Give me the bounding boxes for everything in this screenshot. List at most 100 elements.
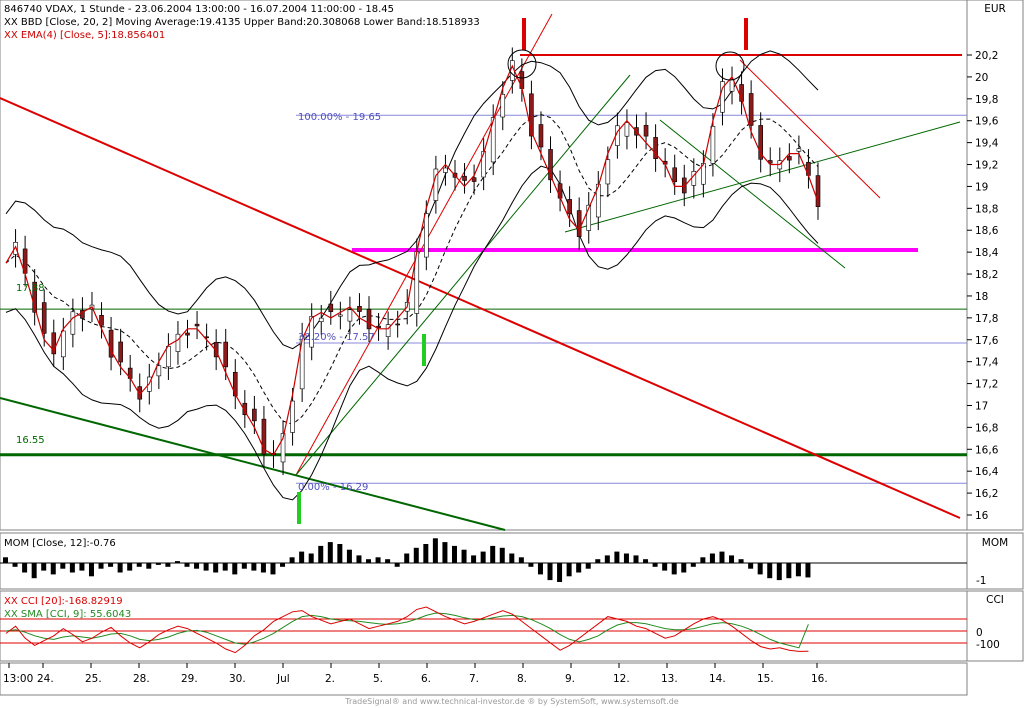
candle-body — [815, 175, 821, 207]
x-tick-label: 12. — [613, 673, 630, 685]
candle-body — [500, 93, 506, 118]
momentum-bar — [537, 563, 543, 575]
momentum-bar — [757, 563, 763, 575]
candle-body — [108, 329, 114, 358]
y-tick-label: 16,6 — [975, 444, 999, 456]
candle-body — [758, 125, 763, 160]
x-tick-label: 9. — [565, 673, 575, 685]
candle-body — [710, 126, 716, 164]
momentum-bar — [318, 545, 324, 563]
ema-legend: XX EMA(4) [Close, 5]:18.856401 — [4, 30, 165, 41]
candle-body — [681, 177, 687, 194]
cci-sma-legend: XX SMA [CCI, 9]: 55.6043 — [4, 609, 131, 620]
momentum-bar — [518, 557, 524, 563]
momentum-bar — [22, 563, 28, 573]
candle-body — [232, 371, 238, 397]
candle-body — [748, 93, 754, 126]
y-tick-label: 19,4 — [975, 138, 999, 150]
down-trendline-red — [0, 97, 961, 519]
momentum-bar — [413, 547, 419, 563]
candle-body — [443, 167, 448, 173]
momentum-bar — [719, 551, 725, 563]
momentum-bar — [499, 547, 505, 563]
fib-38-label: 38.20% - 17.57 — [298, 332, 375, 343]
candle-body — [51, 332, 57, 355]
momentum-bar — [566, 563, 572, 577]
candle-body — [242, 402, 248, 416]
candle-body — [376, 325, 381, 329]
momentum-bar — [671, 563, 677, 575]
candle-body — [261, 418, 267, 455]
y-tick-label: 17,2 — [975, 379, 998, 391]
momentum-bar — [327, 542, 333, 563]
momentum-bar — [136, 563, 142, 567]
x-tick-label: 6. — [421, 673, 431, 685]
x-tick-label: 28. — [133, 673, 150, 685]
up-channel-green — [295, 74, 631, 476]
momentum-bar — [709, 553, 715, 563]
candle-body — [194, 323, 200, 327]
momentum-axis-title: MOM — [982, 537, 1008, 549]
momentum-bar — [270, 563, 276, 575]
candle-body — [252, 408, 257, 422]
candle-body — [653, 137, 658, 159]
momentum-bar — [337, 544, 343, 563]
candle-body — [787, 156, 792, 161]
candle-body — [185, 332, 190, 336]
momentum-bar — [146, 563, 152, 569]
momentum-bar — [662, 563, 668, 571]
momentum-bar — [442, 542, 448, 563]
x-tick-label: 24. — [37, 673, 54, 685]
x-tick-label: 7. — [469, 673, 479, 685]
momentum-bar — [690, 563, 696, 567]
momentum-bar — [748, 563, 754, 569]
momentum-bar — [385, 559, 391, 563]
momentum-bar — [738, 559, 744, 563]
momentum-bar — [509, 553, 515, 563]
momentum-bar — [394, 563, 400, 567]
momentum-axis-panel — [966, 532, 1024, 590]
momentum-bar — [203, 563, 209, 571]
momentum-bar — [604, 555, 610, 563]
y-tick-label: 18,2 — [975, 269, 998, 281]
momentum-bar — [289, 557, 295, 563]
x-tick-label: 25. — [85, 673, 102, 685]
cci-sma-line — [5, 612, 809, 649]
momentum-bar — [681, 563, 687, 573]
momentum-bar — [251, 563, 257, 571]
y-tick-label: 19,8 — [975, 94, 998, 106]
candle-body — [175, 333, 181, 352]
y-tick-label: 16,8 — [975, 422, 998, 434]
momentum-bar — [451, 545, 457, 563]
candle-body — [99, 315, 104, 326]
momentum-bar — [652, 563, 658, 567]
cci-tick-minus100: -100 — [976, 639, 1000, 651]
momentum-bar — [404, 553, 410, 563]
momentum-bar — [12, 563, 18, 567]
candle-body — [643, 125, 649, 137]
y-tick-label: 19,2 — [975, 160, 998, 172]
candle-body — [290, 400, 295, 433]
y-tick-label: 20 — [975, 72, 988, 84]
candle-body — [385, 324, 391, 337]
momentum-bar — [423, 544, 429, 563]
momentum-bar — [614, 551, 620, 563]
candle-body — [605, 159, 611, 185]
candle-body — [624, 122, 630, 137]
x-tick-label: 13:00 — [3, 673, 33, 685]
x-tick-label: 16. — [811, 673, 828, 685]
y-tick-label: 19 — [975, 181, 988, 193]
momentum-bar — [174, 561, 180, 563]
momentum-bar — [490, 545, 496, 563]
momentum-bar — [643, 559, 649, 563]
cci-tick-0: 0 — [976, 627, 983, 639]
momentum-legend: MOM [Close, 12]:-0.76 — [4, 538, 116, 549]
candle-body — [347, 309, 353, 322]
momentum-bar — [557, 563, 563, 582]
candle-body — [213, 342, 219, 358]
y-tick-label: 19,6 — [975, 116, 999, 128]
momentum-bar — [60, 563, 66, 569]
candle-body — [61, 330, 66, 358]
momentum-bar — [595, 559, 601, 563]
x-tick-label: 30. — [229, 673, 246, 685]
